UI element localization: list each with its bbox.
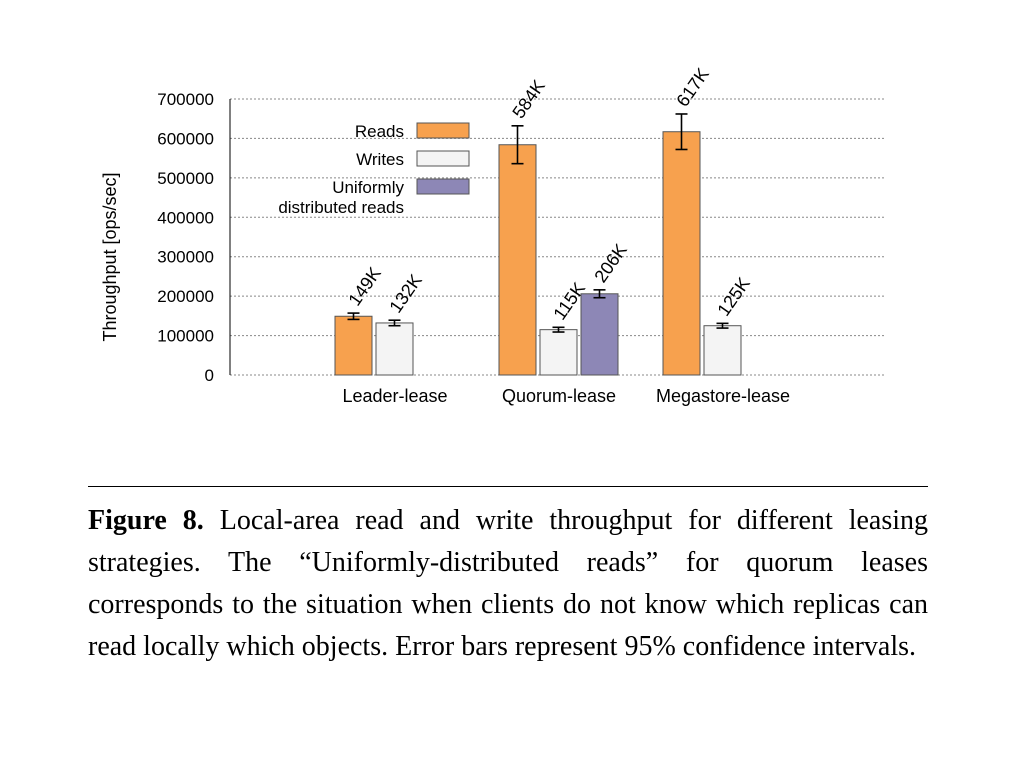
throughput-bar-chart: 0 100000 200000 300000 400000 500000 600000 700… — [100, 64, 886, 406]
data-label: 206K — [590, 240, 631, 286]
error-bar — [675, 113, 688, 151]
x-category-label: Megastore-lease — [656, 386, 790, 406]
x-category-label: Quorum-lease — [502, 386, 616, 406]
caption-divider — [88, 486, 928, 487]
caption-text: Local-area read and write throughput for… — [88, 505, 929, 662]
error-bar — [347, 312, 360, 321]
bar-uniform-reads-quorum-lease — [580, 293, 619, 376]
y-tick-label: 0 — [205, 366, 214, 385]
data-label: 132K — [385, 271, 426, 317]
y-axis: 0 100000 200000 300000 400000 500000 600000 700… — [157, 90, 231, 385]
y-tick-label: 700000 — [157, 90, 214, 109]
y-tick-label: 400000 — [157, 208, 214, 227]
error-bar — [552, 326, 565, 333]
y-axis-label: Throughput [ops/sec] — [100, 172, 120, 341]
legend-label-reads: Reads — [355, 122, 404, 141]
y-tick-label: 300000 — [157, 248, 214, 267]
y-tick-label: 200000 — [157, 287, 214, 306]
x-category-label: Leader-lease — [342, 386, 447, 406]
data-label: 125K — [713, 274, 754, 320]
data-label: 149K — [344, 263, 385, 309]
legend-label-writes: Writes — [356, 150, 404, 169]
error-bar — [593, 289, 606, 299]
bar-writes-megastore-lease — [703, 325, 742, 376]
y-tick-label: 600000 — [157, 129, 214, 148]
bar-reads-megastore-lease — [662, 131, 701, 376]
bar-reads-quorum-lease — [498, 144, 537, 376]
bar-writes-quorum-lease — [539, 329, 578, 376]
error-bar — [716, 322, 729, 329]
data-label: 617K — [672, 64, 713, 110]
y-tick-label: 500000 — [157, 169, 214, 188]
figure-caption: Figure 8. Local-area read and write thro… — [88, 500, 928, 668]
caption-label: Figure 8. — [88, 505, 204, 536]
y-tick-label: 100000 — [157, 327, 214, 346]
legend-label-uniform-reads: distributed reads — [278, 198, 404, 217]
error-bar — [511, 125, 524, 165]
legend-swatch-reads — [416, 122, 470, 139]
bar-reads-leader-lease — [334, 315, 373, 376]
bars — [334, 113, 742, 376]
error-bar — [388, 319, 401, 327]
legend-swatch-uniform-reads — [416, 178, 470, 195]
legend-label-uniform-reads: Uniformly — [332, 178, 404, 197]
legend-swatch-writes — [416, 150, 470, 167]
bar-writes-leader-lease — [375, 322, 414, 376]
